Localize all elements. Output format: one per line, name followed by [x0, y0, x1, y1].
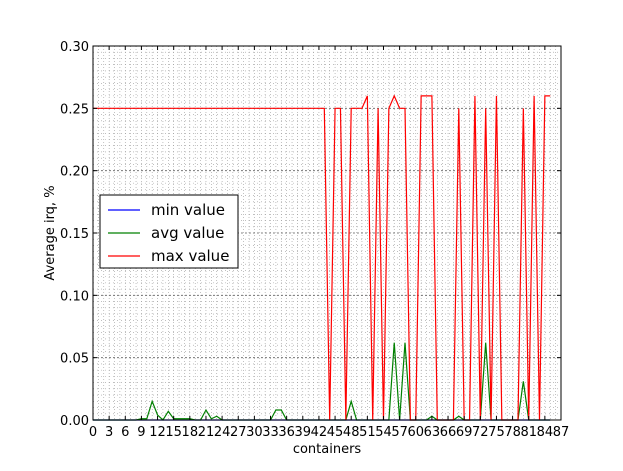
series-line-max-value: [93, 94, 551, 421]
y-tick-label: 0.15: [60, 227, 89, 242]
y-axis-label: Average irq, %: [43, 185, 58, 280]
x-tick-label: 57: [391, 425, 408, 440]
y-tick-label: 0.00: [60, 414, 89, 429]
x-tick-label: 12: [149, 425, 166, 440]
x-tick-label: 42: [311, 425, 328, 440]
x-tick-label: 63: [424, 425, 441, 440]
y-tick-label: 0.25: [60, 102, 89, 117]
x-tick-label: 81: [520, 425, 537, 440]
x-tick-label: 9: [137, 425, 145, 440]
x-tick-label: 48: [343, 425, 360, 440]
x-tick-label: 54: [375, 425, 392, 440]
x-tick-label: 87: [553, 425, 570, 440]
x-tick-label: 21: [198, 425, 215, 440]
x-tick-label: 36: [278, 425, 295, 440]
legend-label: max value: [151, 247, 229, 265]
x-tick-label: 33: [262, 425, 279, 440]
legend: min value avg value max value: [99, 194, 239, 269]
x-tick-label: 84: [537, 425, 554, 440]
legend-label: min value: [151, 201, 225, 219]
x-tick-label: 66: [440, 425, 457, 440]
y-tick-label: 0.05: [60, 352, 89, 367]
x-axis-label: containers: [293, 442, 362, 457]
x-tick-label: 6: [121, 425, 129, 440]
x-tick-label: 75: [488, 425, 505, 440]
x-tick-label: 30: [246, 425, 263, 440]
legend-label: avg value: [151, 224, 224, 242]
y-tick-label: 0.10: [60, 289, 89, 304]
x-tick-label: 78: [504, 425, 521, 440]
x-tick-label: 18: [182, 425, 199, 440]
x-tick-label: 24: [214, 425, 231, 440]
x-tick-label: 51: [359, 425, 376, 440]
x-tick-label: 0: [89, 425, 97, 440]
x-tick-label: 60: [407, 425, 424, 440]
x-tick-label: 69: [456, 425, 473, 440]
x-tick-label: 3: [105, 425, 113, 440]
axis-ticks: 0.000.050.100.150.200.250.300 3 6 9 12 15 18 21…: [60, 40, 569, 440]
x-tick-label: 45: [327, 425, 344, 440]
x-tick-label: 72: [472, 425, 489, 440]
x-tick-label: 39: [295, 425, 312, 440]
y-tick-label: 0.30: [60, 40, 89, 55]
x-tick-label: 27: [230, 425, 247, 440]
x-tick-label: 15: [165, 425, 182, 440]
y-tick-label: 0.20: [60, 165, 89, 180]
